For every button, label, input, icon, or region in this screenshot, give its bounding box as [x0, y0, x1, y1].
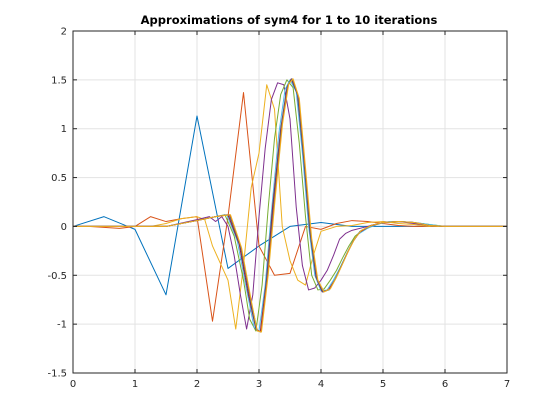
- plot-frame: [72, 30, 508, 374]
- y-tick-label: 2: [61, 27, 67, 38]
- y-tick-label: 0.5: [51, 173, 67, 184]
- x-tick-label: 3: [256, 379, 262, 390]
- y-tick-label: 0: [61, 222, 67, 233]
- x-tick-label: 0: [70, 379, 76, 390]
- series-line-10: [73, 78, 507, 333]
- x-tick-label: 1: [132, 379, 138, 390]
- axes: [72, 30, 508, 374]
- x-tick-label: 7: [504, 379, 510, 390]
- series-line-3: [73, 84, 507, 330]
- series-line-4: [73, 82, 507, 330]
- series-line-2: [73, 92, 507, 322]
- y-tick-label: -1: [57, 320, 67, 331]
- tick-labels: 0 1 2 3 4 5 6 7 -1.5 -1 -0.5 0 0.5 1 1.5 2: [47, 27, 510, 391]
- series-line-1: [72, 115, 507, 296]
- y-tick-label: -0.5: [47, 271, 67, 282]
- chart-title: Approximations of sym4 for 1 to 10 itera…: [141, 13, 438, 27]
- series-group: [72, 78, 507, 333]
- y-tick-label: 1.5: [51, 75, 67, 86]
- y-tick-label: 1: [61, 124, 67, 135]
- x-tick-label: 2: [194, 379, 200, 390]
- y-tick-label: -1.5: [47, 369, 67, 380]
- x-tick-label: 5: [380, 379, 386, 390]
- x-tick-label: 4: [318, 379, 324, 390]
- x-tick-label: 6: [442, 379, 448, 390]
